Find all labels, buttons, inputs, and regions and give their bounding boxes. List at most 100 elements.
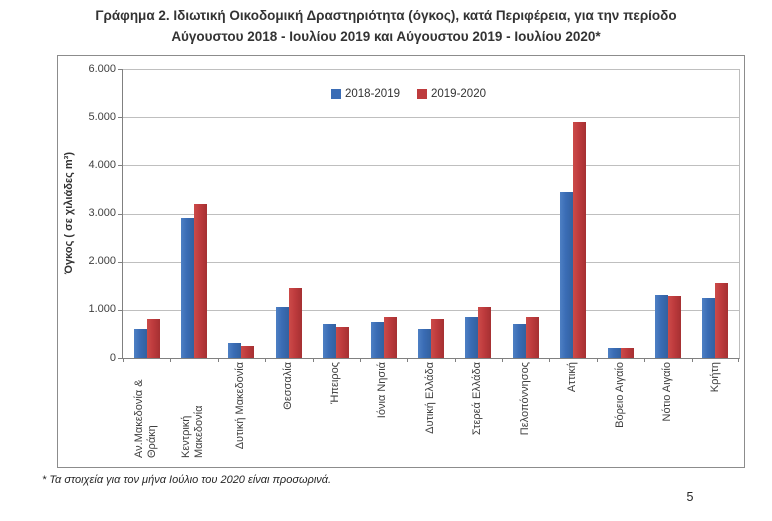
- x-tick-mark: [549, 358, 551, 362]
- legend-item-2019-2020: 2019-2020: [417, 88, 486, 100]
- bar-2018-2019: [702, 297, 716, 358]
- x-category-label-text: Δυτική Ελλάδα: [423, 362, 436, 434]
- x-category-label-text: Αν.Μακεδονία & Θράκη: [132, 379, 158, 458]
- bar-2018-2019: [418, 329, 431, 358]
- y-tick-label: 2.000: [88, 255, 116, 268]
- bar-2019-2020: [620, 348, 634, 358]
- x-category-label: Δυτική Μακεδονία: [217, 362, 264, 462]
- x-category-label-text: Ιόνια Νησιά: [376, 362, 389, 419]
- x-tick-mark: [359, 358, 361, 362]
- chart-title-line2: Αύγουστου 2018 - Ιουλίου 2019 και Αύγουσ…: [171, 29, 601, 44]
- bar-2019-2020: [431, 319, 444, 358]
- x-tick-mark: [217, 358, 219, 362]
- gridline: [123, 213, 739, 215]
- x-category-label: Στερεά Ελλάδα: [454, 362, 501, 462]
- x-category-label: Πελοπόννησος: [502, 362, 549, 462]
- bar-2019-2020: [667, 296, 681, 358]
- legend-item-2018-2019: 2018-2019: [331, 88, 400, 100]
- bar-2018-2019: [275, 307, 289, 358]
- bar-2019-2020: [241, 345, 255, 358]
- bar-2018-2019: [560, 191, 574, 358]
- y-tick-mark: [118, 69, 122, 70]
- y-tick-label: 1.000: [88, 303, 116, 316]
- x-tick-mark: [454, 358, 456, 362]
- x-category-label-text: Δυτική Μακεδονία: [234, 362, 247, 450]
- x-category-label: Ήπειρος: [312, 362, 359, 462]
- x-category-label-text: Νότιο Αιγαίο: [661, 362, 674, 422]
- chart-title: Γράφημα 2. Ιδιωτική Οικοδομική Δραστηριό…: [0, 5, 772, 47]
- bar-2019-2020: [525, 317, 539, 358]
- bar-2019-2020: [194, 203, 208, 358]
- y-tick-mark: [118, 117, 122, 119]
- x-category-label: Δυτική Ελλάδα: [407, 362, 454, 462]
- bar-2018-2019: [370, 321, 384, 358]
- x-category-label-text: Κρήτη: [708, 362, 721, 393]
- x-category-label: Ιόνια Νησιά: [359, 362, 406, 462]
- bar-2018-2019: [133, 329, 147, 358]
- x-tick-mark: [596, 358, 598, 362]
- x-tick-mark: [407, 358, 409, 362]
- gridline: [123, 165, 739, 167]
- x-category-label-text: Ήπειρος: [329, 362, 342, 404]
- bar-2019-2020: [478, 307, 492, 358]
- x-category-label-text: Πελοπόννησος: [518, 362, 531, 436]
- legend-swatch-2019-2020: [417, 89, 427, 99]
- gridline: [123, 261, 739, 263]
- y-tick-mark: [118, 358, 122, 359]
- bar-2019-2020: [573, 121, 587, 358]
- x-axis-labels: Αν.Μακεδονία & Θράκη Κεντρική Μακεδονία Δυ…: [122, 362, 739, 462]
- x-category-label: Βόρειο Αιγαίο: [597, 362, 644, 462]
- x-category-label-text: Στερεά Ελλάδα: [471, 362, 484, 436]
- legend: 2018-2019 2019-2020: [331, 88, 486, 100]
- bar-2018-2019: [181, 218, 195, 358]
- y-tick-label: 0: [109, 351, 116, 364]
- x-category-label: Κεντρική Μακεδονία: [169, 362, 216, 462]
- legend-label: 2018-2019: [345, 88, 400, 100]
- chart-title-line1: Γράφημα 2. Ιδιωτική Οικοδομική Δραστηριό…: [95, 8, 677, 23]
- gridline: [123, 117, 739, 119]
- bar-2019-2020: [288, 288, 302, 358]
- legend-swatch-2018-2019: [331, 89, 341, 99]
- x-tick-mark: [691, 358, 693, 362]
- gridline: [123, 69, 739, 70]
- bar-2018-2019: [607, 348, 621, 358]
- y-tick-mark: [118, 309, 122, 311]
- bar-2018-2019: [654, 295, 668, 358]
- bar-2018-2019: [512, 324, 526, 358]
- y-tick-mark: [118, 213, 122, 215]
- chart-frame: Όγκος ( σε χιλιάδες m³) 2018-2019 2019-20…: [57, 55, 745, 468]
- x-category-label: Αν.Μακεδονία & Θράκη: [122, 362, 169, 462]
- x-category-label-text: Βόρειο Αιγαίο: [613, 362, 626, 428]
- x-tick-mark: [170, 358, 172, 362]
- page-number: 5: [686, 490, 694, 504]
- bar-2018-2019: [465, 317, 479, 358]
- x-tick-mark: [123, 358, 124, 362]
- y-tick-mark: [118, 165, 122, 167]
- bar-2019-2020: [383, 317, 397, 358]
- y-tick-label: 6.000: [88, 62, 116, 75]
- bar-2019-2020: [715, 283, 729, 358]
- x-category-label-text: Αττική: [566, 362, 579, 393]
- footnote: * Τα στοιχεία για τον μήνα Ιούλιο του 20…: [42, 474, 332, 486]
- x-tick-mark: [312, 358, 314, 362]
- legend-label: 2019-2020: [431, 88, 486, 100]
- bar-2019-2020: [336, 326, 350, 358]
- y-tick-label: 3.000: [88, 207, 116, 219]
- bar-2019-2020: [146, 319, 160, 358]
- bar-2018-2019: [323, 324, 337, 358]
- x-category-label: Θεσσαλία: [264, 362, 311, 462]
- x-category-label: Κρήτη: [691, 362, 738, 462]
- x-tick-mark: [265, 358, 267, 362]
- x-tick-mark: [644, 358, 646, 362]
- y-tick-label: 4.000: [88, 158, 116, 171]
- y-tick-label: 5.000: [88, 110, 116, 123]
- x-category-label: Νότιο Αιγαίο: [644, 362, 691, 462]
- plot-area: [122, 69, 740, 362]
- bar-2018-2019: [228, 342, 242, 358]
- x-category-label-text: Κεντρική Μακεδονία: [180, 405, 206, 458]
- y-tick-mark: [118, 261, 122, 263]
- gridline: [123, 309, 739, 311]
- x-category-label: Αττική: [549, 362, 596, 462]
- x-tick-mark: [502, 358, 504, 362]
